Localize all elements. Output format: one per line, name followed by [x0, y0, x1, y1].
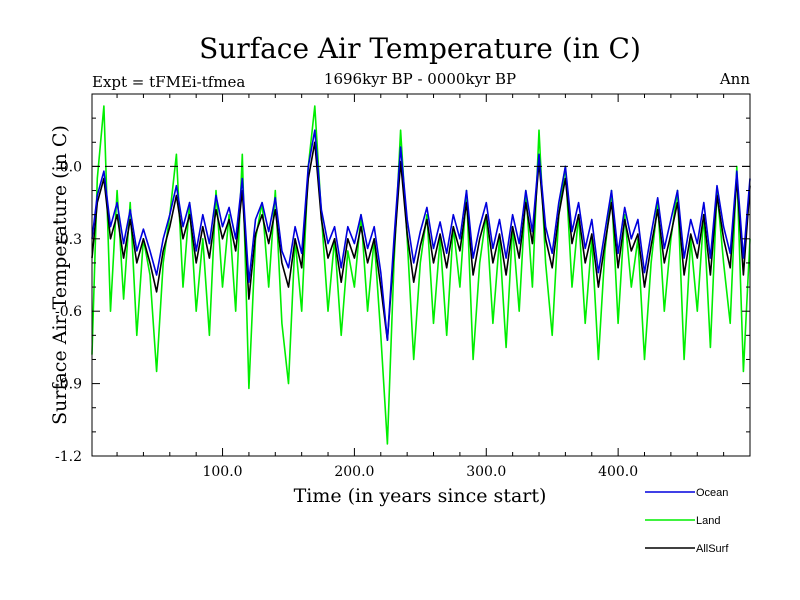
experiment-label: Expt = tFMEi-tfmea — [92, 73, 245, 91]
season-label: Ann — [719, 70, 750, 88]
y-tick-label: -1.2 — [55, 449, 82, 465]
legend-label-allsurf: AllSurf — [696, 543, 729, 555]
legend-label-land: Land — [696, 515, 720, 527]
series-line-ocean — [91, 129, 751, 342]
legend: Ocean Land AllSurf — [645, 487, 729, 555]
series-line-land — [91, 105, 751, 445]
plot-area: 100.0 200.0 300.0 400.0 0.0 -0.3 -0.6 -0.9 -1.2 — [55, 93, 751, 480]
x-tick-label: 200.0 — [334, 464, 374, 480]
time-range-label: 1696kyr BP - 0000kyr BP — [324, 70, 516, 88]
series-line-allsurf — [91, 141, 751, 342]
y-tick-label: -0.3 — [55, 232, 82, 248]
x-axis-label: Time (in years since start) — [294, 485, 547, 507]
x-tick-label: 400.0 — [598, 464, 638, 480]
legend-label-ocean: Ocean — [696, 487, 728, 499]
y-tick-label: -0.9 — [55, 377, 82, 393]
plot-frame — [91, 93, 751, 457]
y-tick-label: 0.0 — [60, 159, 82, 175]
x-tick-label: 300.0 — [466, 464, 506, 480]
y-tick-label: -0.6 — [55, 304, 82, 320]
y-axis-label: Surface Air Temperature (in C) — [49, 125, 71, 425]
chart-title: Surface Air Temperature (in C) — [199, 32, 641, 65]
x-tick-label: 100.0 — [202, 464, 242, 480]
